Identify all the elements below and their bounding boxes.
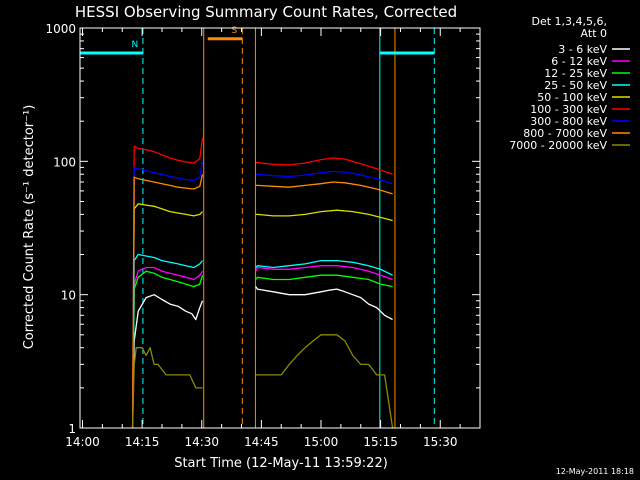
plot-frame xyxy=(79,27,481,429)
series-4-segment-0 xyxy=(131,203,203,429)
x-tick-label-0: 14:00 xyxy=(65,435,100,449)
series-8-segment-0 xyxy=(131,347,203,429)
series-7-segment-1 xyxy=(255,181,393,195)
legend-label-7: 800 - 7000 keV xyxy=(523,127,607,140)
series-6-segment-0 xyxy=(131,161,204,429)
annotation-label-7: N xyxy=(132,40,139,50)
y-tick-label-2: 100 xyxy=(53,155,76,169)
series-lines xyxy=(131,137,394,429)
y-tick-label-0: 1 xyxy=(68,422,76,436)
legend-label-2: 12 - 25 keV xyxy=(544,67,607,80)
series-4-segment-1 xyxy=(255,209,393,222)
axis-ticks: 14:00 14:15 14:30 14:45 15:00 15:15 15:30 1 10 10… xyxy=(45,22,481,449)
series-3-segment-1 xyxy=(255,259,393,276)
legend-label-5: 100 - 300 keV xyxy=(530,103,607,116)
series-7-segment-0 xyxy=(131,174,204,429)
series-8-segment-1 xyxy=(255,334,394,429)
series-5-segment-1 xyxy=(255,157,393,175)
annotations: NS xyxy=(80,26,435,428)
series-0-segment-0 xyxy=(131,294,204,429)
x-tick-label-1: 14:15 xyxy=(125,435,160,449)
legend-label-4: 50 - 100 keV xyxy=(537,91,607,104)
y-tick-label-1: 10 xyxy=(61,289,76,303)
legend-label-8: 7000 - 20000 keV xyxy=(509,139,607,152)
legend-label-3: 25 - 50 keV xyxy=(544,79,607,92)
x-tick-label-6: 15:30 xyxy=(423,435,458,449)
footer-timestamp: 12-May-2011 18:18 xyxy=(556,467,634,476)
annotation-label-8: S xyxy=(231,26,237,36)
series-6-segment-1 xyxy=(255,170,393,185)
x-axis-label: Start Time (12-May-11 13:59:22) xyxy=(174,456,388,471)
series-5-segment-0 xyxy=(131,137,204,429)
legend-header-0: Det 1,3,4,5,6, xyxy=(531,15,607,28)
x-tick-label-4: 15:00 xyxy=(304,435,339,449)
legend-label-6: 300 - 800 keV xyxy=(530,115,607,128)
y-axis-label: Corrected Count Rate (s⁻¹ detector⁻¹) xyxy=(22,105,37,350)
x-tick-label-3: 14:45 xyxy=(244,435,279,449)
series-1-segment-0 xyxy=(131,266,204,429)
series-0-segment-1 xyxy=(255,286,393,321)
series-2-segment-1 xyxy=(255,274,393,288)
series-1-segment-1 xyxy=(255,265,393,281)
x-tick-label-5: 15:15 xyxy=(363,435,398,449)
legend-label-1: 6 - 12 keV xyxy=(551,55,607,68)
series-3-segment-0 xyxy=(131,253,204,429)
legend-header-1: Att 0 xyxy=(581,27,607,40)
x-tick-label-2: 14:30 xyxy=(184,435,219,449)
chart-title: HESSI Observing Summary Count Rates, Cor… xyxy=(75,3,457,21)
legend-label-0: 3 - 6 keV xyxy=(558,43,607,56)
y-tick-label-3: 1000 xyxy=(45,22,76,36)
series-2-segment-0 xyxy=(131,270,204,429)
